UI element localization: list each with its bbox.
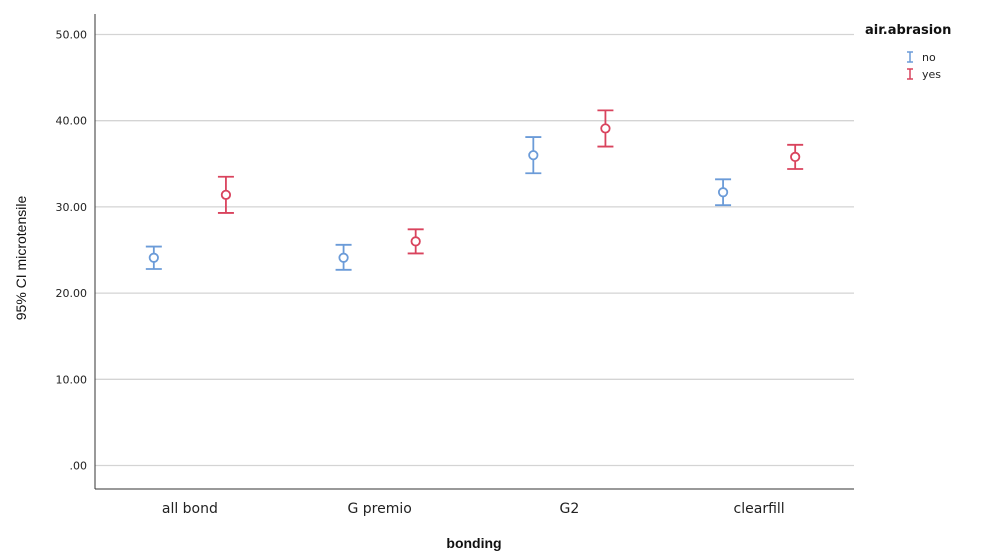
error-bars: [145, 109, 804, 271]
error-bar: [715, 178, 732, 207]
y-tick-label: 20.00: [56, 287, 88, 300]
error-bar: [407, 228, 424, 255]
legend-label: no: [922, 51, 936, 64]
mean-marker: [148, 252, 159, 263]
x-tick-label: all bond: [162, 501, 218, 517]
mean-marker: [717, 187, 729, 198]
error-bar: [335, 243, 352, 271]
error-bar: [145, 245, 162, 270]
y-tick-label: 40.00: [56, 115, 88, 128]
error-bar: [787, 143, 804, 170]
error-bar: [525, 136, 542, 175]
x-axis-title: bonding: [446, 535, 501, 551]
y-tick-label: 50.00: [56, 29, 88, 42]
legend-errorbar-icon: [907, 51, 913, 63]
legend-label: yes: [922, 68, 941, 81]
series-yes: [217, 109, 804, 255]
grid-lines: [95, 33, 854, 467]
x-tick-label: G premio: [347, 501, 411, 517]
mean-marker: [528, 150, 539, 161]
y-tick-labels: .00 10.00 20.00 30.00 40.00 50.00: [56, 29, 88, 473]
legend-errorbar-icon: [907, 68, 913, 80]
series-no: [145, 136, 732, 271]
legend-title: air.abrasion: [865, 23, 951, 38]
error-bar: [597, 109, 614, 148]
x-tick-label: clearfill: [734, 501, 785, 517]
mean-marker: [600, 123, 611, 134]
mean-marker: [790, 151, 801, 163]
mean-marker: [220, 189, 232, 200]
y-tick-label: 10.00: [56, 373, 88, 386]
mean-marker: [338, 252, 349, 263]
error-bar: [217, 175, 234, 214]
y-tick-label: 30.00: [56, 201, 88, 214]
mean-marker: [410, 236, 421, 247]
y-axis-title: 95% CI microtensile: [13, 196, 29, 321]
y-tick-label: .00: [70, 460, 88, 473]
x-tick-labels: all bond G premio G2 clearfill: [162, 501, 785, 517]
x-tick-label: G2: [559, 501, 579, 517]
legend: air.abrasion no yes: [865, 23, 951, 81]
